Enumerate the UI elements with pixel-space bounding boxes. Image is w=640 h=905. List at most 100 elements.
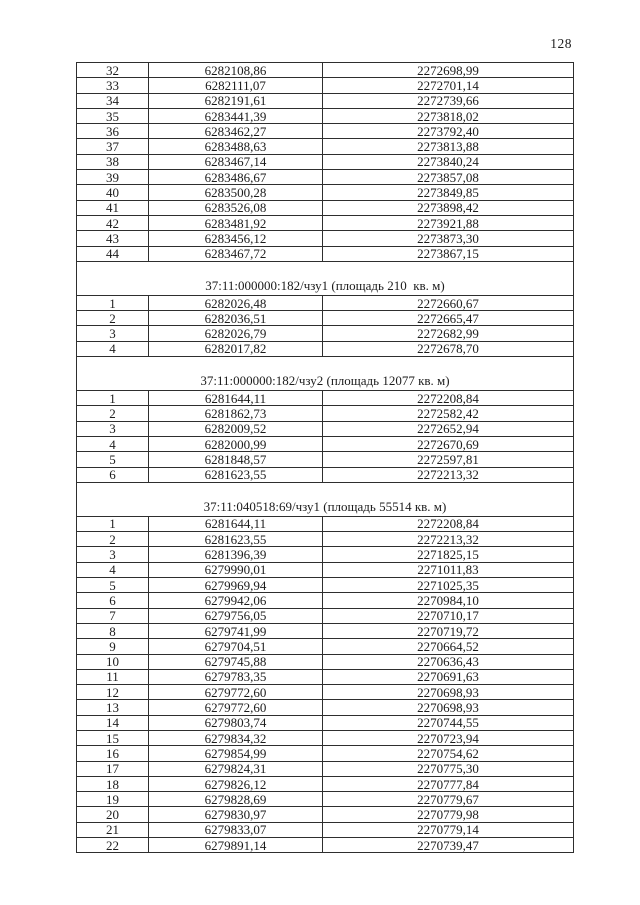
cell-x-coordinate: 6279830,97 [148,806,323,823]
cell-x-coordinate: 6279756,05 [148,607,323,624]
cell-y-coordinate: 2272213,32 [322,466,574,483]
cell-y-coordinate: 2270636,43 [322,653,574,670]
table-row: 4 6282017,82 2272678,70 [76,340,574,358]
cell-point-number: 10 [76,653,149,670]
section-header-row: 37:11:040518:69/чзу1 (площадь 55514 кв. … [76,481,574,517]
table-row: 9 6279704,51 2270664,52 [76,638,574,655]
cell-point-number: 14 [76,714,149,731]
cell-y-coordinate: 2270779,67 [322,791,574,808]
cell-x-coordinate: 6283500,28 [148,184,323,201]
cell-point-number: 6 [76,466,149,483]
cell-point-number: 12 [76,684,149,701]
cell-point-number: 44 [76,245,149,262]
section-header: 37:11:000000:182/чзу2 (площадь 12077 кв.… [76,356,574,392]
table-row: 17 6279824,31 2270775,30 [76,760,574,777]
section-header-row: 37:11:000000:182/чзу1 (площадь 210 кв. м… [76,260,574,296]
table-row: 13 6279772,60 2270698,93 [76,699,574,716]
cell-point-number: 42 [76,214,149,232]
cell-point-number: 43 [76,230,149,247]
cell-x-coordinate: 6282009,52 [148,420,323,437]
cell-y-coordinate: 2273867,15 [322,245,574,262]
cell-y-coordinate: 2270664,52 [322,638,574,655]
table-row: 41 6283526,08 2273898,42 [76,199,574,216]
cell-y-coordinate: 2273857,08 [322,169,574,186]
cell-y-coordinate: 2273921,88 [322,214,574,232]
table-row: 15 6279834,32 2270723,94 [76,729,574,747]
section-header: 37:11:040518:69/чзу1 (площадь 55514 кв. … [76,481,574,517]
table-row: 21 6279833,07 2270779,14 [76,821,574,839]
cell-y-coordinate: 2272660,67 [322,294,574,312]
cell-x-coordinate: 6279891,14 [148,837,323,854]
cell-y-coordinate: 2270779,98 [322,806,574,823]
cell-point-number: 39 [76,169,149,186]
cell-x-coordinate: 6279990,01 [148,561,323,579]
cell-x-coordinate: 6283481,92 [148,214,323,232]
coordinate-table-body: 32 6282108,86 2272698,99 33 6282111,07 227270… [76,61,574,854]
table-row: 36 6283462,27 2273792,40 [76,123,574,140]
table-row: 33 6282111,07 2272701,14 [76,77,574,94]
cell-point-number: 1 [76,515,149,533]
table-row: 20 6279830,97 2270779,98 [76,806,574,823]
cell-x-coordinate: 6281862,73 [148,405,323,422]
cell-point-number: 40 [76,184,149,201]
cell-x-coordinate: 6279803,74 [148,714,323,731]
cell-y-coordinate: 2271825,15 [322,546,574,563]
table-row: 3 6281396,39 2271825,15 [76,546,574,563]
cell-y-coordinate: 2272701,14 [322,77,574,94]
cell-y-coordinate: 2270754,62 [322,745,574,762]
cell-point-number: 7 [76,607,149,624]
cell-point-number: 1 [76,294,149,312]
cell-point-number: 20 [76,806,149,823]
cell-point-number: 21 [76,821,149,839]
cell-point-number: 4 [76,561,149,579]
cell-y-coordinate: 2272652,94 [322,420,574,437]
cell-point-number: 1 [76,390,149,407]
cell-x-coordinate: 6279942,06 [148,592,323,609]
cell-x-coordinate: 6279833,07 [148,821,323,839]
cell-point-number: 38 [76,153,149,171]
page-number: 128 [550,36,572,51]
table-row: 39 6283486,67 2273857,08 [76,169,574,186]
cell-y-coordinate: 2272582,42 [322,405,574,422]
cell-x-coordinate: 6283467,72 [148,245,323,262]
cell-y-coordinate: 2272698,99 [322,61,574,79]
cell-point-number: 8 [76,622,149,640]
table-row: 4 6279990,01 2271011,83 [76,561,574,579]
cell-x-coordinate: 6282017,82 [148,340,323,358]
section-header-row: 37:11:000000:182/чзу2 (площадь 12077 кв.… [76,356,574,392]
cell-x-coordinate: 6279828,69 [148,791,323,808]
cell-y-coordinate: 2273792,40 [322,123,574,140]
cell-point-number: 5 [76,451,149,468]
table-row: 42 6283481,92 2273921,88 [76,214,574,232]
table-row: 22 6279891,14 2270739,47 [76,837,574,854]
cell-x-coordinate: 6283467,14 [148,153,323,171]
cell-x-coordinate: 6281623,55 [148,466,323,483]
cell-x-coordinate: 6279783,35 [148,668,323,686]
cell-x-coordinate: 6279772,60 [148,699,323,716]
cell-y-coordinate: 2270698,93 [322,699,574,716]
cell-x-coordinate: 6283488,63 [148,138,323,155]
cell-point-number: 3 [76,546,149,563]
table-row: 6 6281623,55 2272213,32 [76,466,574,483]
section-header: 37:11:000000:182/чзу1 (площадь 210 кв. м… [76,260,574,296]
cell-point-number: 13 [76,699,149,716]
cell-point-number: 35 [76,107,149,125]
cell-point-number: 2 [76,405,149,422]
table-row: 32 6282108,86 2272698,99 [76,61,574,79]
cell-y-coordinate: 2270698,93 [322,684,574,701]
cell-x-coordinate: 6279824,31 [148,760,323,777]
cell-x-coordinate: 6279741,99 [148,622,323,640]
table-row: 35 6283441,39 2273818,02 [76,107,574,125]
cell-x-coordinate: 6281396,39 [148,546,323,563]
cell-x-coordinate: 6282108,86 [148,61,323,79]
cell-point-number: 2 [76,531,149,548]
table-row: 44 6283467,72 2273867,15 [76,245,574,262]
cell-x-coordinate: 6279826,12 [148,775,323,793]
cell-y-coordinate: 2273849,85 [322,184,574,201]
cell-x-coordinate: 6282191,61 [148,92,323,109]
cell-y-coordinate: 2273840,24 [322,153,574,171]
cell-y-coordinate: 2270710,17 [322,607,574,624]
table-row: 14 6279803,74 2270744,55 [76,714,574,731]
cell-point-number: 6 [76,592,149,609]
